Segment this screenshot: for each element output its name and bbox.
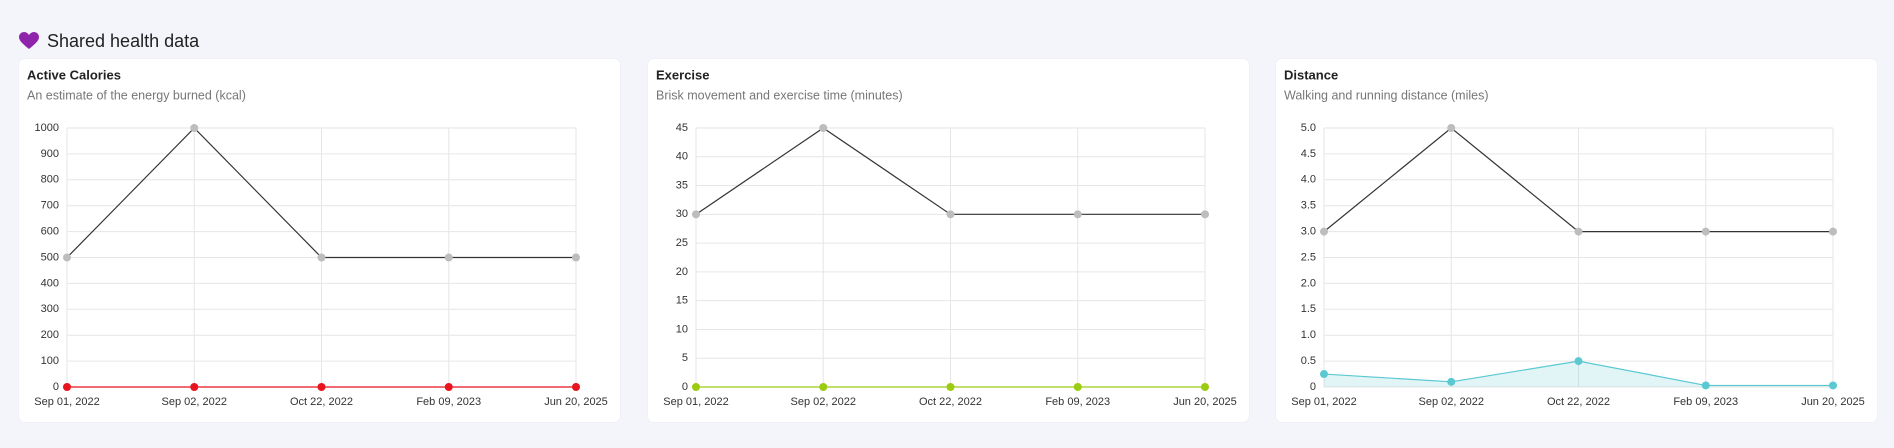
y-tick-label: 5	[682, 352, 688, 364]
point	[819, 124, 828, 132]
y-tick-label: 40	[676, 151, 688, 163]
point	[190, 383, 199, 391]
y-tick-label: 3.0	[1301, 226, 1316, 238]
point	[1320, 370, 1328, 379]
point	[1073, 210, 1082, 219]
x-tick-label: Jun 20, 2025	[1173, 396, 1237, 408]
chart-subtitle: An estimate of the energy burned (kcal)	[27, 88, 246, 102]
y-tick-label: 2.0	[1301, 277, 1316, 289]
y-tick-label: 600	[41, 226, 59, 238]
y-tick-label: 5.0	[1301, 122, 1316, 134]
section-header: Shared health data	[19, 28, 199, 54]
point	[1447, 124, 1456, 132]
x-tick-label: Sep 01, 2022	[1291, 396, 1356, 408]
point	[444, 383, 453, 391]
x-tick-label: Sep 02, 2022	[791, 396, 856, 408]
y-tick-label: 10	[676, 323, 688, 335]
y-tick-label: 400	[41, 277, 59, 289]
y-tick-label: 300	[41, 303, 59, 315]
point	[572, 253, 580, 262]
chart-title: Exercise	[656, 67, 710, 82]
x-tick-label: Oct 22, 2022	[1547, 396, 1610, 408]
chart-card: Exercise Brisk movement and exercise time…	[648, 59, 1249, 422]
point	[819, 383, 828, 391]
point	[692, 383, 700, 391]
point	[1574, 357, 1583, 366]
chart: Exercise Brisk movement and exercise time…	[656, 67, 1237, 408]
point	[444, 253, 453, 262]
y-tick-label: 100	[41, 355, 59, 367]
chart-subtitle: Brisk movement and exercise time (minute…	[656, 88, 903, 102]
chart: Active Calories An estimate of the energy…	[27, 67, 608, 408]
point	[317, 253, 326, 262]
y-tick-label: 0	[1310, 381, 1316, 393]
y-tick-label: 1.5	[1301, 303, 1316, 315]
y-tick-label: 25	[676, 237, 688, 249]
section-title: Shared health data	[47, 30, 200, 51]
point	[1201, 210, 1209, 219]
point	[1829, 227, 1837, 236]
chart: Distance Walking and running distance (mi…	[1284, 67, 1865, 408]
point	[1447, 377, 1456, 386]
point	[63, 383, 71, 391]
y-tick-label: 3.5	[1301, 200, 1316, 212]
point	[1073, 383, 1082, 391]
x-tick-label: Jun 20, 2025	[544, 396, 608, 408]
x-tick-label: Feb 09, 2023	[1045, 396, 1110, 408]
x-tick-label: Sep 02, 2022	[162, 396, 227, 408]
point	[946, 210, 955, 219]
point	[317, 383, 326, 391]
x-tick-label: Feb 09, 2023	[416, 396, 481, 408]
y-tick-label: 500	[41, 251, 59, 263]
point	[1829, 381, 1837, 390]
x-tick-label: Sep 02, 2022	[1419, 396, 1484, 408]
x-tick-label: Sep 01, 2022	[663, 396, 728, 408]
point	[190, 124, 199, 132]
x-tick-label: Jun 20, 2025	[1801, 396, 1865, 408]
y-tick-label: 1.0	[1301, 329, 1316, 341]
point	[572, 383, 580, 391]
chart-card: Distance Walking and running distance (mi…	[1276, 59, 1877, 422]
area	[1324, 361, 1833, 387]
y-tick-label: 1000	[35, 122, 59, 134]
chart-card: Active Calories An estimate of the energy…	[19, 59, 620, 422]
y-tick-label: 45	[676, 122, 688, 134]
x-tick-label: Feb 09, 2023	[1673, 396, 1738, 408]
chart-title: Distance	[1284, 67, 1338, 82]
y-tick-label: 4.5	[1301, 148, 1316, 160]
y-tick-label: 20	[676, 266, 688, 278]
point	[692, 210, 700, 219]
y-tick-label: 900	[41, 148, 59, 160]
point	[1701, 381, 1710, 390]
point	[1320, 227, 1328, 236]
point	[1574, 227, 1583, 236]
y-tick-label: 35	[676, 179, 688, 191]
y-tick-label: 0	[53, 381, 59, 393]
chart-title: Active Calories	[27, 67, 121, 82]
heart-icon	[19, 32, 39, 49]
chart-subtitle: Walking and running distance (miles)	[1284, 88, 1489, 102]
x-tick-label: Oct 22, 2022	[290, 396, 353, 408]
point	[63, 253, 71, 262]
y-tick-label: 800	[41, 174, 59, 186]
y-tick-label: 700	[41, 200, 59, 212]
y-tick-label: 30	[676, 208, 688, 220]
x-tick-label: Oct 22, 2022	[919, 396, 982, 408]
x-tick-label: Sep 01, 2022	[34, 396, 99, 408]
y-tick-label: 15	[676, 295, 688, 307]
point	[1701, 227, 1710, 236]
point	[1201, 383, 1209, 391]
y-tick-label: 0	[682, 381, 688, 393]
point	[946, 383, 955, 391]
y-tick-label: 2.5	[1301, 251, 1316, 263]
y-tick-label: 200	[41, 329, 59, 341]
y-tick-label: 0.5	[1301, 355, 1316, 367]
y-tick-label: 4.0	[1301, 174, 1316, 186]
